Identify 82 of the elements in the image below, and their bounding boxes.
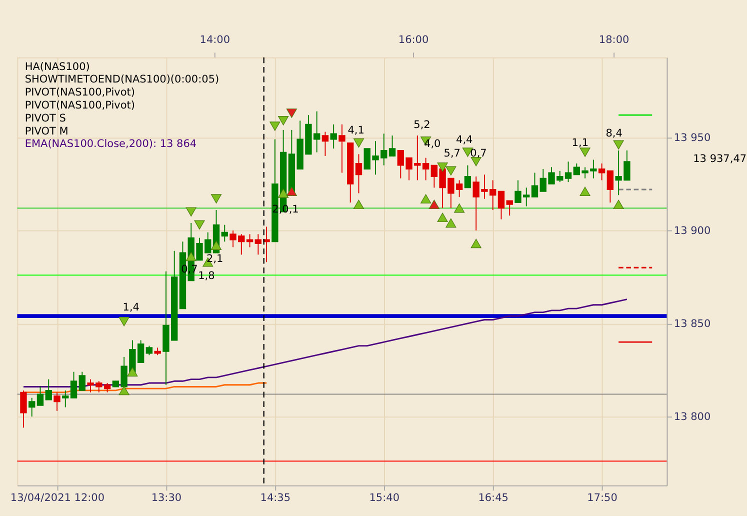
y-tick-label: 13 900 — [674, 224, 711, 237]
candlestick — [338, 124, 346, 174]
annotation: 1,4 — [122, 301, 140, 314]
point — [270, 122, 280, 131]
point — [613, 140, 624, 150]
x-tick-label: 16:45 — [478, 492, 508, 504]
x-tick-label: 17:50 — [587, 492, 618, 504]
point — [454, 203, 465, 213]
point — [210, 194, 222, 204]
text: EMA(NAS100.Close,200): 13 864 — [24, 138, 197, 150]
candlestick — [221, 224, 228, 242]
candlestick — [78, 371, 86, 391]
point — [286, 186, 297, 196]
candlestick — [70, 371, 78, 398]
candlestick — [246, 234, 254, 248]
point — [210, 240, 222, 250]
point — [353, 200, 364, 210]
candlestick — [36, 386, 44, 406]
point — [613, 200, 624, 210]
point — [420, 194, 432, 204]
annotation: PIVOT(NAS100,Pivot) — [24, 100, 135, 112]
point — [580, 186, 590, 196]
text: 18:00 — [598, 34, 630, 46]
point — [437, 212, 448, 222]
x-tick-label: 13/04/2021 12:00 — [10, 492, 105, 504]
candlestick — [498, 190, 505, 220]
annotation: 8,4 — [606, 127, 623, 140]
point — [186, 252, 196, 262]
annotation: HA(NAS100) — [24, 60, 90, 73]
point — [580, 148, 590, 157]
candlestick — [54, 392, 60, 412]
point — [446, 218, 456, 228]
annotation: SHOWTIMETOEND(NAS100)(0:00:05) — [24, 74, 220, 86]
candlestick — [28, 397, 36, 417]
annotation: 4,4 — [456, 134, 474, 146]
point — [470, 238, 482, 248]
annotation: 0,7 — [470, 147, 487, 160]
point — [118, 316, 130, 326]
x-tick-label: 15:40 — [369, 492, 400, 504]
point — [278, 116, 289, 126]
text: 14:00 — [200, 34, 230, 46]
candlestick — [330, 124, 337, 150]
candlestick — [62, 390, 69, 408]
x-tick-label: 14:35 — [260, 492, 291, 504]
annotation: 2,1 — [206, 252, 224, 265]
point — [194, 220, 205, 230]
point — [186, 207, 196, 216]
candlestick — [598, 162, 606, 181]
candlestick — [355, 154, 362, 194]
point — [428, 200, 440, 210]
point — [286, 108, 297, 118]
candlestick — [564, 161, 572, 183]
candlestick — [45, 378, 52, 400]
candlestick — [322, 131, 329, 156]
annotation: PIVOT M — [24, 125, 68, 138]
point — [353, 138, 364, 148]
candlestick — [388, 135, 396, 156]
annotation: 2,0,1 — [272, 203, 299, 216]
annotation: 5,7 — [444, 147, 460, 160]
candlestick — [531, 172, 538, 198]
candlestick — [506, 200, 513, 216]
candlestick — [464, 164, 472, 188]
annotation: 4,1 — [348, 124, 364, 136]
annotation: 1,1 — [572, 136, 588, 149]
point — [118, 386, 130, 396]
annotation: PIVOT(NAS100,Pivot) — [24, 86, 135, 99]
y-tick-label: 13 850 — [674, 318, 711, 330]
text: 16:00 — [398, 34, 429, 46]
y-tick-label: 13 800 — [674, 410, 711, 423]
annotation: PIVOT S — [24, 112, 66, 124]
point — [446, 166, 456, 176]
point — [278, 188, 289, 198]
point — [127, 367, 138, 376]
annotation: 5,2 — [414, 118, 430, 131]
candlestick — [606, 170, 614, 204]
x-tick-label: 13:30 — [151, 492, 182, 504]
candlestick — [146, 345, 153, 356]
candlestick — [20, 390, 27, 428]
point — [437, 162, 448, 172]
text: 13 937,47 — [693, 153, 747, 166]
annotation: 4,0 — [424, 138, 441, 150]
y-tick-label: 13 950 — [674, 132, 711, 144]
